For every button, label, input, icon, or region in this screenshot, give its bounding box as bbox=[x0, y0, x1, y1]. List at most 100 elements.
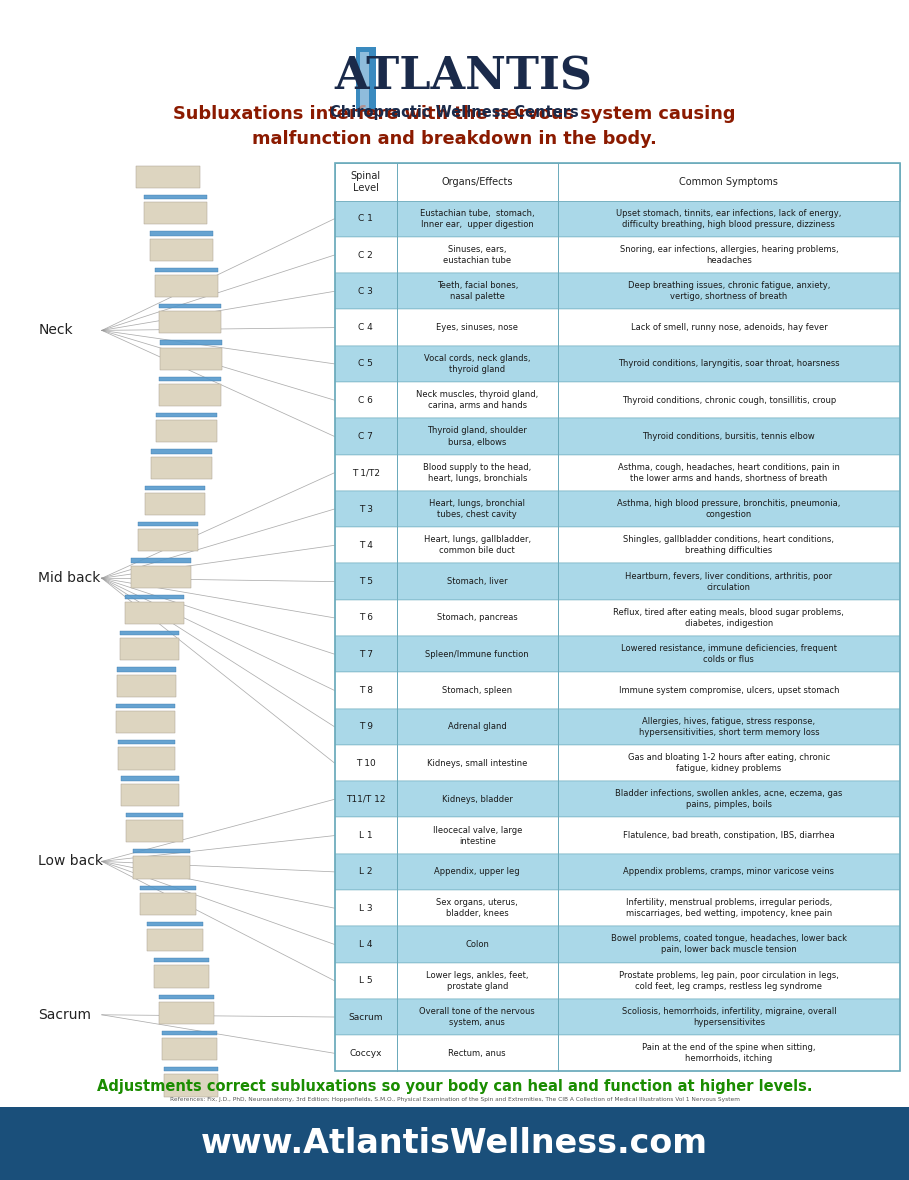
Text: Eyes, sinuses, nose: Eyes, sinuses, nose bbox=[436, 323, 518, 332]
Text: T 10: T 10 bbox=[355, 759, 375, 767]
Text: Asthma, cough, headaches, heart conditions, pain in
the lower arms and hands, sh: Asthma, cough, headaches, heart conditio… bbox=[618, 463, 840, 483]
Bar bbox=[151, 450, 212, 453]
Text: Asthma, high blood pressure, bronchitis, pneumonia,
congestion: Asthma, high blood pressure, bronchitis,… bbox=[617, 499, 841, 519]
Bar bbox=[335, 708, 900, 745]
Bar bbox=[335, 673, 900, 708]
Bar bbox=[335, 636, 900, 673]
Text: Colon: Colon bbox=[465, 940, 489, 949]
Bar bbox=[147, 929, 204, 951]
Bar bbox=[335, 1035, 900, 1071]
Text: Allergies, hives, fatigue, stress response,
hypersensitivities, short term memor: Allergies, hives, fatigue, stress respon… bbox=[638, 716, 819, 736]
Bar bbox=[164, 1067, 218, 1071]
Bar bbox=[335, 599, 900, 636]
Text: Sacrum: Sacrum bbox=[38, 1008, 91, 1022]
Bar bbox=[335, 201, 900, 237]
Text: Prostate problems, leg pain, poor circulation in legs,
cold feet, leg cramps, re: Prostate problems, leg pain, poor circul… bbox=[619, 971, 839, 991]
Text: Shingles, gallbladder conditions, heart conditions,
breathing difficulties: Shingles, gallbladder conditions, heart … bbox=[624, 536, 834, 556]
Bar bbox=[155, 268, 218, 271]
Bar bbox=[335, 454, 900, 491]
Text: Upset stomach, tinnits, ear infections, lack of energy,
difficulty breathing, hi: Upset stomach, tinnits, ear infections, … bbox=[616, 209, 842, 229]
Text: C 7: C 7 bbox=[358, 432, 373, 441]
Text: Thyroid conditions, laryngitis, soar throat, hoarsness: Thyroid conditions, laryngitis, soar thr… bbox=[618, 360, 840, 368]
Bar bbox=[145, 493, 205, 516]
Bar bbox=[156, 420, 217, 442]
Bar bbox=[335, 926, 900, 963]
Bar bbox=[116, 703, 175, 708]
Bar bbox=[144, 195, 207, 199]
Text: Adrenal gland: Adrenal gland bbox=[448, 722, 506, 732]
Text: Chiropractic Wellness Centers: Chiropractic Wellness Centers bbox=[330, 105, 579, 119]
Text: Scoliosis, hemorrhoids, infertility, migraine, overall
hypersensitivites: Scoliosis, hemorrhoids, infertility, mig… bbox=[622, 1007, 836, 1027]
Text: Teeth, facial bones,
nasal palette: Teeth, facial bones, nasal palette bbox=[436, 281, 518, 301]
Text: Spleen/Immune function: Spleen/Immune function bbox=[425, 650, 529, 658]
Bar bbox=[117, 675, 175, 697]
Text: T 7: T 7 bbox=[359, 650, 373, 658]
Text: Neck muscles, thyroid gland,
carina, arms and hands: Neck muscles, thyroid gland, carina, arm… bbox=[416, 391, 538, 411]
Bar bbox=[121, 784, 178, 806]
Bar bbox=[116, 712, 175, 733]
Text: Infertility, menstrual problems, irregular periods,
miscarriages, bed wetting, i: Infertility, menstrual problems, irregul… bbox=[625, 898, 832, 918]
Text: C 5: C 5 bbox=[358, 360, 373, 368]
Text: Eustachian tube,  stomach,
Inner ear,  upper digestion: Eustachian tube, stomach, Inner ear, upp… bbox=[420, 209, 534, 229]
Bar bbox=[335, 237, 900, 274]
Bar bbox=[155, 275, 218, 297]
Bar bbox=[356, 47, 376, 112]
Text: L 1: L 1 bbox=[359, 831, 373, 840]
Text: T11/T 12: T11/T 12 bbox=[345, 795, 385, 804]
Text: Mid back: Mid back bbox=[38, 571, 101, 585]
Text: Lack of smell, runny nose, adenoids, hay fever: Lack of smell, runny nose, adenoids, hay… bbox=[631, 323, 827, 332]
Text: Kidneys, bladder: Kidneys, bladder bbox=[442, 795, 513, 804]
Text: Coccyx: Coccyx bbox=[349, 1049, 382, 1057]
Text: Appendix, upper leg: Appendix, upper leg bbox=[435, 867, 520, 877]
Bar bbox=[335, 781, 900, 818]
Text: T 5: T 5 bbox=[359, 577, 373, 586]
Bar bbox=[150, 231, 213, 236]
Bar bbox=[125, 595, 185, 599]
Text: ATLANTIS: ATLANTIS bbox=[335, 55, 593, 98]
Text: Thyroid conditions, chronic cough, tonsillitis, croup: Thyroid conditions, chronic cough, tonsi… bbox=[622, 395, 836, 405]
Text: Spinal
Level: Spinal Level bbox=[351, 171, 381, 192]
Text: Stomach, pancreas: Stomach, pancreas bbox=[437, 614, 517, 622]
Bar bbox=[335, 419, 900, 454]
Bar bbox=[159, 304, 221, 308]
Text: Vocal cords, neck glands,
thyroid gland: Vocal cords, neck glands, thyroid gland bbox=[424, 354, 531, 374]
Bar bbox=[120, 638, 179, 661]
Bar bbox=[140, 885, 196, 890]
Bar bbox=[131, 565, 191, 588]
Bar bbox=[154, 965, 209, 988]
Bar bbox=[335, 163, 900, 201]
Bar bbox=[160, 348, 222, 369]
Bar bbox=[159, 376, 221, 381]
Text: Lowered resistance, immune deficiencies, frequent
colds or flus: Lowered resistance, immune deficiencies,… bbox=[621, 644, 837, 664]
Bar bbox=[138, 530, 198, 551]
Bar bbox=[335, 745, 900, 781]
Text: Sex organs, uterus,
bladder, knees: Sex organs, uterus, bladder, knees bbox=[436, 898, 518, 918]
Text: Subluxations interfere with the nervous system causing
malfunction and breakdown: Subluxations interfere with the nervous … bbox=[174, 105, 735, 148]
Bar bbox=[335, 854, 900, 890]
Bar bbox=[159, 384, 221, 406]
Text: L 4: L 4 bbox=[359, 940, 373, 949]
Bar bbox=[335, 890, 900, 926]
Text: Thyroid conditions, bursitis, tennis elbow: Thyroid conditions, bursitis, tennis elb… bbox=[643, 432, 815, 441]
Text: Sacrum: Sacrum bbox=[348, 1012, 383, 1022]
Bar bbox=[140, 893, 196, 914]
Text: L 2: L 2 bbox=[359, 867, 373, 877]
Bar bbox=[121, 776, 178, 781]
Bar bbox=[335, 998, 900, 1035]
Text: Deep breathing issues, chronic fatigue, anxiety,
vertigo, shortness of breath: Deep breathing issues, chronic fatigue, … bbox=[628, 281, 830, 301]
Bar bbox=[156, 413, 217, 418]
Bar bbox=[160, 340, 222, 345]
Text: Appendix problems, cramps, minor varicose veins: Appendix problems, cramps, minor varicos… bbox=[624, 867, 834, 877]
Text: Stomach, spleen: Stomach, spleen bbox=[442, 686, 513, 695]
Text: C 4: C 4 bbox=[358, 323, 373, 332]
Bar bbox=[131, 558, 191, 563]
Text: Flatulence, bad breath, constipation, IBS, diarrhea: Flatulence, bad breath, constipation, IB… bbox=[623, 831, 834, 840]
Bar bbox=[159, 312, 221, 334]
Text: C 3: C 3 bbox=[358, 287, 373, 296]
Bar bbox=[117, 747, 175, 769]
Bar bbox=[335, 346, 900, 382]
Text: Rectum, anus: Rectum, anus bbox=[448, 1049, 506, 1057]
Bar bbox=[335, 309, 900, 346]
Bar bbox=[159, 995, 215, 998]
Text: L 5: L 5 bbox=[359, 976, 373, 985]
